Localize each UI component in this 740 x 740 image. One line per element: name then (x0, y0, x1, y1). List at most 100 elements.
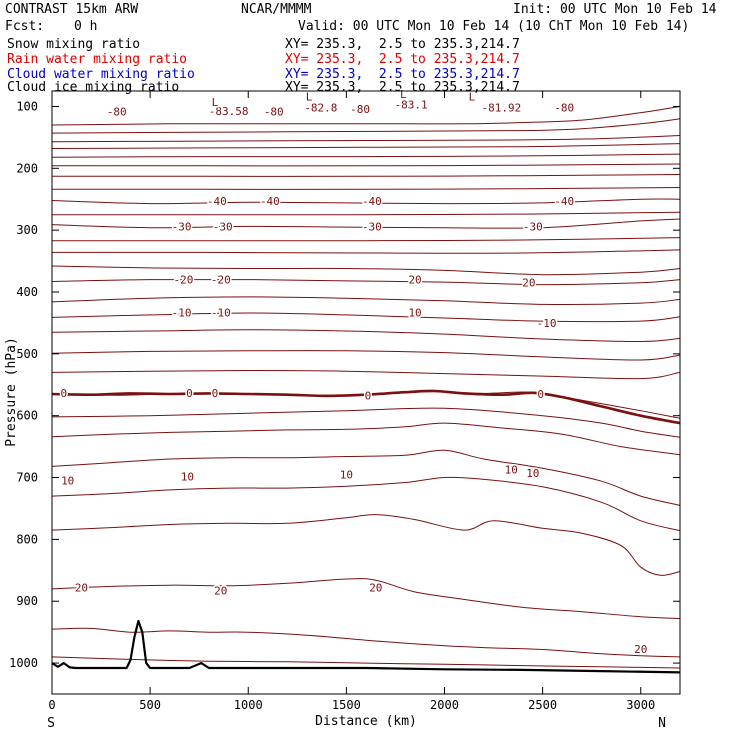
valid-time: Valid: 00 UTC Mon 10 Feb 14 (10 ChT Mon … (298, 19, 690, 34)
legend-xy-rain: XY= 235.3, 2.5 to 235.3,214.7 (285, 52, 520, 67)
contour-label: L (400, 88, 407, 101)
center-title: NCAR/MMMM (241, 2, 312, 17)
x-end-label-right: N (658, 716, 666, 731)
isotherm-line (52, 174, 681, 177)
y-tick-label: 100 (16, 99, 38, 113)
isotherm-line (52, 163, 681, 167)
contour-label: 0 (365, 389, 372, 402)
isotherm-line (51, 143, 681, 149)
isotherm-line (51, 153, 681, 158)
contour-label: 0 (537, 388, 544, 401)
isotherm-line (51, 106, 681, 126)
y-tick-label: 500 (16, 347, 38, 361)
x-axis-label: Distance (km) (315, 714, 417, 729)
contour-label: -40 (207, 195, 227, 208)
model-title: CONTRAST 15km ARW (5, 2, 139, 17)
terrain-group (51, 619, 681, 674)
x-tick-label: 1000 (234, 698, 263, 712)
isotherm-line (51, 296, 681, 306)
y-tick-label: 700 (16, 471, 38, 485)
contour-label: 20 (408, 274, 421, 287)
isotherm-line (51, 578, 681, 619)
contour-label: -30 (523, 220, 543, 233)
x-tick-label: 3000 (626, 698, 655, 712)
x-end-label-left: S (47, 716, 55, 731)
x-tick-label: 2000 (430, 698, 459, 712)
isotherm-line (51, 249, 681, 254)
y-tick-label: 200 (16, 161, 38, 175)
contour-label: 20 (75, 582, 88, 595)
isotherm-line (51, 514, 681, 576)
isotherm-line (51, 237, 681, 242)
isotherm-line (51, 422, 681, 456)
isotherm-line (51, 369, 681, 380)
contour-label: 20 (369, 582, 382, 595)
contour-label: -30 (172, 220, 192, 233)
legend-xy-cloud-water: XY= 235.3, 2.5 to 235.3,214.7 (285, 67, 520, 82)
contour-label: 10 (408, 306, 421, 319)
contour-label: 10 (526, 467, 539, 480)
contour-label: 10 (340, 468, 353, 481)
freezing-level-line (51, 389, 681, 425)
contour-label: -80 (264, 105, 284, 118)
isotherm-line (51, 198, 681, 205)
contour-label: L (306, 91, 313, 104)
contour-label: -81.92 (482, 102, 522, 115)
fcst-label: Fcst: (5, 19, 45, 34)
y-tick-label: 600 (16, 409, 38, 423)
isotherm-line (52, 187, 681, 190)
contour-label: L (469, 91, 476, 104)
contour-label: 20 (214, 585, 227, 598)
contour-label: 10 (505, 463, 518, 476)
contour-label: -80 (107, 105, 127, 118)
isotherm-line (51, 265, 681, 276)
contour-label: 20 (634, 643, 647, 656)
isotherm-line (51, 135, 681, 143)
isotherm-line (51, 218, 681, 229)
contour-label: -83.1 (395, 99, 428, 112)
isotherm-contours (51, 106, 681, 669)
isotherm-line (51, 476, 681, 532)
contour-labels: -80 -83.58 -80 -82.8 -80 -83.1 -81.92 -80 L L L L -4… (59, 87, 649, 658)
contour-label: -20 (211, 274, 231, 287)
contour-label: 20 (522, 277, 535, 290)
isotherm-line (51, 407, 681, 438)
contour-label: -80 (554, 102, 574, 115)
isotherm-line (51, 449, 681, 506)
y-tick-label: 1000 (9, 656, 38, 670)
fcst-value: 0 h (74, 19, 98, 34)
legend-label-rain: Rain water mixing ratio (7, 52, 188, 67)
isotherm-line (51, 350, 681, 361)
contour-label: 0 (60, 387, 67, 400)
contour-label: -40 (260, 195, 280, 208)
contour-label: -80 (350, 103, 370, 116)
y-axis-label: Pressure (hPa) (4, 337, 19, 447)
y-tick-label: 400 (16, 285, 38, 299)
y-tick-label: 900 (16, 594, 38, 608)
contour-label: -40 (554, 195, 574, 208)
contour-label: 0 (186, 387, 193, 400)
contour-label: -30 (213, 220, 233, 233)
isotherm-line (51, 118, 681, 134)
contour-label: 10 (61, 475, 74, 488)
contour-label: -30 (362, 220, 382, 233)
contour-label: L (212, 96, 219, 109)
legend-label-cloud-water: Cloud water mixing ratio (7, 67, 195, 82)
terrain-line (51, 619, 681, 674)
x-tick-label: 2500 (528, 698, 557, 712)
contour-label: -20 (174, 274, 194, 287)
x-tick-label: 500 (139, 698, 161, 712)
contour-label: -40 (362, 195, 382, 208)
y-tick-label: 800 (16, 532, 38, 546)
contour-label: 0 (212, 387, 219, 400)
legend-xy-snow: XY= 235.3, 2.5 to 235.3,214.7 (285, 37, 520, 52)
contour-label: 10 (181, 470, 194, 483)
isotherm-line (52, 211, 681, 216)
contour-label: -10 (537, 317, 557, 330)
contour-label: -83.58 (209, 105, 249, 118)
isotherm-line (51, 278, 681, 286)
legend-label-snow: Snow mixing ratio (7, 37, 141, 52)
contour-label: -82.8 (304, 102, 337, 115)
axes: 0 500 1000 1500 2000 2500 30001002003004005006… (9, 91, 680, 712)
